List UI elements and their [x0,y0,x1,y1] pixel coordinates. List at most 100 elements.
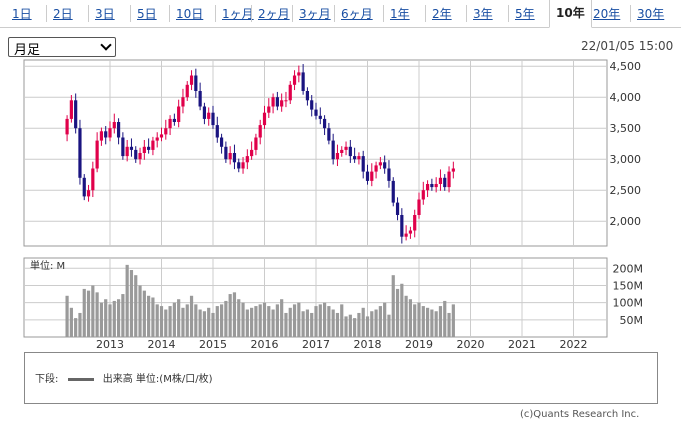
candle-body [434,184,438,188]
candle-body [116,122,121,138]
volume-bar [125,264,129,337]
candle-body [211,112,215,126]
volume-bar [447,312,451,337]
volume-tick-label-50: 50M [620,314,644,327]
period-tab-8[interactable]: 3ヶ月 [299,7,331,21]
candle-body [138,153,142,160]
candle-body [189,75,194,85]
tab-separator [334,5,335,22]
volume-bar [310,312,314,337]
candle-body [280,100,284,107]
candle-body [383,162,387,169]
volume-bar [155,304,159,337]
volume-bar [331,309,335,337]
candle-body [194,75,198,91]
volume-bar [275,304,279,337]
volume-bar [425,307,430,337]
volume-bar [151,297,155,337]
volume-bar [413,304,417,337]
volume-bar [387,314,391,337]
volume-bar [327,306,331,337]
volume-bar [219,304,224,337]
x-tick-label-2018: 2018 [354,338,382,350]
candle-body [108,128,112,138]
candle-body [335,153,340,160]
period-tab-15[interactable]: 20年 [593,7,621,21]
candle-body [451,168,455,172]
volume-panel: 50M 100M 150M 200M 単位: M [23,257,644,338]
period-tab-5[interactable]: 10日 [176,7,204,21]
period-tab-11[interactable]: 2年 [432,7,452,21]
candle-body [378,162,382,166]
candle-body [284,100,288,102]
candle-body [395,202,400,215]
candle-body [74,100,78,129]
candle-body [314,109,318,116]
last-update-timestamp: 22/01/05 15:00 [581,39,674,53]
period-tab-1[interactable]: 1日 [12,7,32,21]
candle-body [65,118,69,135]
candle-body [112,122,116,129]
period-tab-14[interactable]: 10年 [549,0,592,28]
volume-bar [395,288,400,337]
candle-body [353,156,357,160]
candle-body [129,146,134,150]
price-tick-label-2000: 2,000 [610,215,642,228]
volume-bar [348,314,352,337]
candle-body [159,134,164,138]
tab-separator [251,5,252,22]
volume-bar [434,311,438,337]
volume-bar [344,316,348,337]
volume-bar [408,299,413,337]
volume-bar [250,307,254,337]
volume-bar [443,300,447,337]
volume-bar [353,318,357,337]
candle-body [86,190,91,197]
volume-bar [241,302,245,337]
candle-body [443,177,447,188]
period-tab-10[interactable]: 1年 [390,7,410,21]
price-tick-label-4500: 4,500 [610,60,642,73]
period-tab-12[interactable]: 3年 [473,7,493,21]
tab-separator [88,5,89,22]
volume-bar [147,295,151,337]
chart-type-select[interactable]: 月足 [8,37,116,58]
volume-bar [134,275,138,337]
volume-bar [258,304,262,337]
volume-bar [99,302,104,337]
candle-body [228,153,232,160]
period-tab-16[interactable]: 30年 [637,7,665,21]
volume-bar [232,292,237,337]
candle-body [404,233,408,237]
candle-body [177,106,181,122]
volume-bar [340,304,344,337]
tab-separator [215,5,216,22]
candle-body [327,128,331,141]
period-tab-4[interactable]: 5日 [137,7,157,21]
candle-body [374,165,378,172]
period-tab-9[interactable]: 6ヶ月 [341,7,373,21]
candle-body [288,84,292,101]
period-tab-7[interactable]: 2ヶ月 [258,7,290,21]
candle-body [237,162,241,169]
period-tab-2[interactable]: 2日 [53,7,73,21]
legend-label: 出来高 単位:(M株/口/枚) [102,374,213,385]
candle-body [438,177,443,184]
tab-separator [130,5,131,22]
candle-body [78,128,82,178]
period-tab-13[interactable]: 5年 [515,7,535,21]
period-tab-3[interactable]: 3日 [95,7,115,21]
candle-body [408,230,413,234]
candle-body [219,137,224,147]
period-tab-6[interactable]: 1ヶ月 [222,7,254,21]
volume-bar [104,299,108,337]
volume-bar [185,304,189,337]
candle-body [258,125,262,138]
x-tick-label-2016: 2016 [251,338,279,350]
volume-legend-line-icon [67,377,94,381]
candle-body [417,199,421,215]
volume-bar [164,309,168,337]
tab-separator [466,5,467,22]
volume-bar [391,275,395,337]
candle-body [301,72,305,91]
